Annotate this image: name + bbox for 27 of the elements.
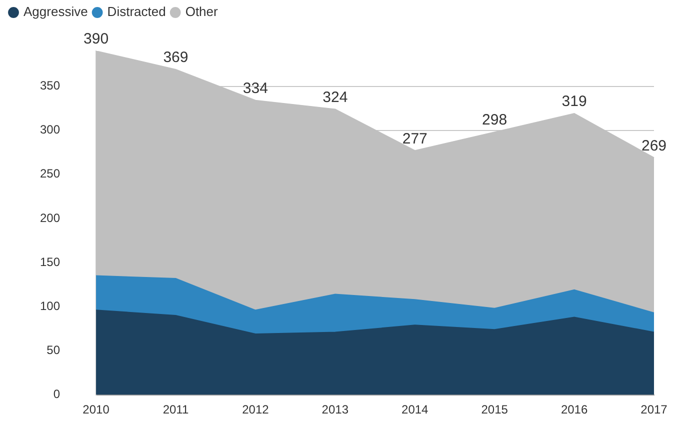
total-label: 324 bbox=[322, 88, 348, 106]
x-tick-label: 2011 bbox=[162, 402, 189, 416]
y-tick-label: 0 bbox=[53, 387, 60, 402]
x-tick-label: 2016 bbox=[560, 402, 588, 416]
total-label: 390 bbox=[84, 30, 109, 48]
y-tick-label: 200 bbox=[40, 210, 60, 225]
total-label: 369 bbox=[163, 49, 188, 66]
y-tick-label: 150 bbox=[40, 254, 60, 269]
x-tick-label: 2017 bbox=[640, 402, 668, 416]
y-tick-label: 350 bbox=[40, 78, 60, 93]
x-tick-label: 2015 bbox=[481, 402, 508, 416]
y-tick-label: 50 bbox=[46, 343, 60, 358]
x-tick-label: 2012 bbox=[242, 402, 270, 416]
total-label: 298 bbox=[482, 112, 508, 129]
x-tick-label: 2013 bbox=[322, 402, 349, 416]
x-tick-label: 2010 bbox=[82, 402, 110, 416]
y-tick-label: 300 bbox=[40, 122, 60, 137]
y-tick-label: 100 bbox=[40, 298, 60, 313]
y-tick-label: 250 bbox=[40, 166, 60, 181]
total-label: 269 bbox=[641, 137, 667, 154]
legend-label: Distracted bbox=[107, 4, 166, 20]
legend-label: Aggressive bbox=[24, 4, 88, 20]
legend-label: Other bbox=[185, 4, 219, 20]
total-label: 319 bbox=[562, 93, 587, 110]
x-tick-label: 2014 bbox=[402, 402, 429, 416]
total-label: 277 bbox=[402, 130, 428, 148]
total-label: 334 bbox=[242, 80, 268, 98]
